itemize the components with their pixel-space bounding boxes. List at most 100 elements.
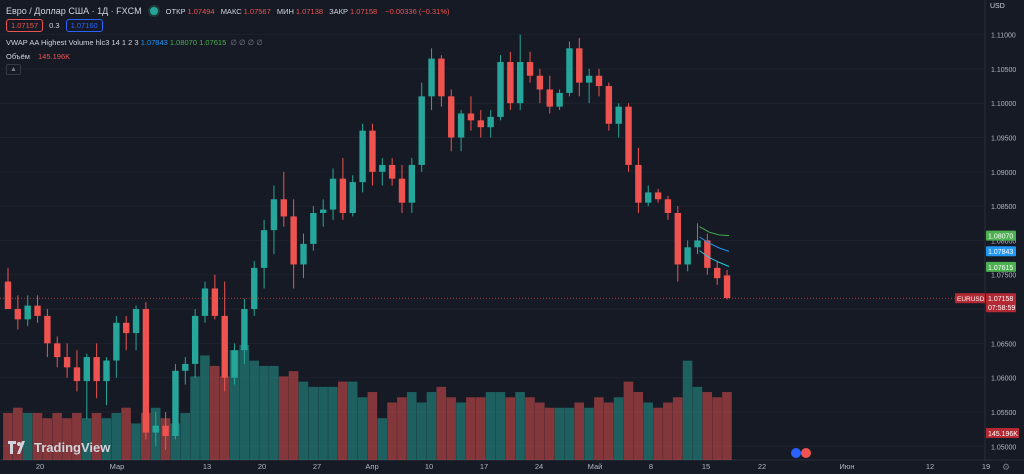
candle-body[interactable] [398,178,406,203]
candle-body[interactable] [408,164,416,203]
candle-body[interactable] [231,350,238,378]
candle-body[interactable] [359,130,366,183]
candle-body[interactable] [566,48,573,93]
volume-bar [239,345,250,460]
time-tick-label: Мар [110,462,125,471]
candle-body[interactable] [477,120,484,128]
candle-body[interactable] [83,357,90,382]
candle-body[interactable] [526,62,534,76]
candle-body[interactable] [723,275,731,299]
candle-body[interactable] [172,370,179,436]
candle-body[interactable] [635,164,642,203]
candle-body[interactable] [329,178,337,210]
candle-body[interactable] [714,267,721,279]
volume-bar [663,402,673,460]
candle-body[interactable] [497,62,504,117]
candle-body[interactable] [605,86,613,124]
candle-body[interactable] [379,164,386,172]
candle-body[interactable] [280,199,287,217]
candle-body[interactable] [162,425,169,436]
candle-body[interactable] [546,89,553,107]
buy-button[interactable]: 1.07160 [65,19,103,32]
sell-button[interactable]: 1.07157 [6,19,44,32]
candle-body[interactable] [448,96,455,138]
volume-bar [712,397,722,460]
candle-body[interactable] [517,62,524,104]
candle-body[interactable] [260,230,268,268]
event-flash-icon[interactable] [791,448,801,458]
candle-body[interactable] [310,212,317,244]
candle-body[interactable] [73,367,81,382]
candle-body[interactable] [241,309,248,351]
candle-body[interactable] [369,130,376,172]
ohlc-legend: ОТКР 1.07494 МАКС 1.07567 МИН 1.07138 ЗАКР 1… [166,7,454,16]
volume-bar [219,376,230,460]
volume-bar [406,392,417,460]
volume-legend[interactable]: Объём 145.196K [6,52,70,61]
candle-body[interactable] [654,192,662,200]
volume-bar [535,402,545,460]
candle-body[interactable] [201,288,209,316]
chart-settings-icon[interactable]: ⚙ [1002,462,1011,472]
candle-body[interactable] [320,209,327,213]
candle-body[interactable] [684,247,691,265]
candle-body[interactable] [615,106,622,124]
indicator-value-3: 1.07615 [199,38,227,47]
volume-bar [692,386,703,460]
volume-bar [426,392,437,460]
indicator-legend[interactable]: VWAP AA Highest Volume hlc3 14 1 2 3 1.0… [6,38,263,47]
candle-body[interactable] [595,75,603,87]
candle-body[interactable] [24,305,31,320]
candle-body[interactable] [63,357,71,368]
candle-body[interactable] [152,425,159,433]
candle-body[interactable] [507,62,514,104]
candle-body[interactable] [428,58,435,97]
candle-body[interactable] [182,363,189,371]
candle-body[interactable] [694,240,701,248]
candle-body[interactable] [191,315,199,364]
candle-body[interactable] [123,322,130,334]
price-tick-label: 1.06500 [991,341,1016,348]
collapse-legend-button[interactable]: ▲ [6,64,21,75]
candle-body[interactable] [467,113,475,121]
candle-body[interactable] [132,309,140,334]
candle-body[interactable] [4,281,12,310]
candle-body[interactable] [704,240,711,268]
candle-body[interactable] [625,106,632,165]
candle-body[interactable] [585,75,593,83]
candle-body[interactable] [113,322,120,361]
candle-body[interactable] [487,116,494,128]
candle-body[interactable] [300,243,307,265]
candle-body[interactable] [349,182,356,213]
currency-label[interactable]: USD [990,3,1005,10]
candle-body[interactable] [438,58,445,97]
event-flag-icon[interactable] [801,448,811,458]
candle-body[interactable] [93,357,100,382]
candle-body[interactable] [103,360,110,382]
candle-body[interactable] [34,305,41,316]
candle-body[interactable] [251,267,258,310]
candle-body[interactable] [418,96,425,165]
candle-body[interactable] [14,309,22,320]
candle-body[interactable] [339,178,347,213]
volume-bar [594,397,604,460]
candle-body[interactable] [211,288,219,316]
candle-body[interactable] [536,75,544,90]
price-tag-text: 1.08070 [988,234,1013,241]
candle-body[interactable] [54,343,61,358]
candle-body[interactable] [142,309,150,433]
candle-body[interactable] [645,192,652,203]
candle-body[interactable] [556,92,563,107]
candle-body[interactable] [674,212,681,265]
candle-body[interactable] [664,199,672,213]
candle-body[interactable] [44,315,51,344]
volume-bar [42,418,53,460]
candle-body[interactable] [576,48,583,83]
candle-body[interactable] [221,315,228,378]
candle-body[interactable] [290,216,297,265]
candle-body[interactable] [457,113,465,138]
candle-body[interactable] [388,164,396,179]
candle-body[interactable] [270,199,278,231]
symbol-title[interactable]: Евро / Доллар США · 1Д · FXCM [6,6,142,16]
